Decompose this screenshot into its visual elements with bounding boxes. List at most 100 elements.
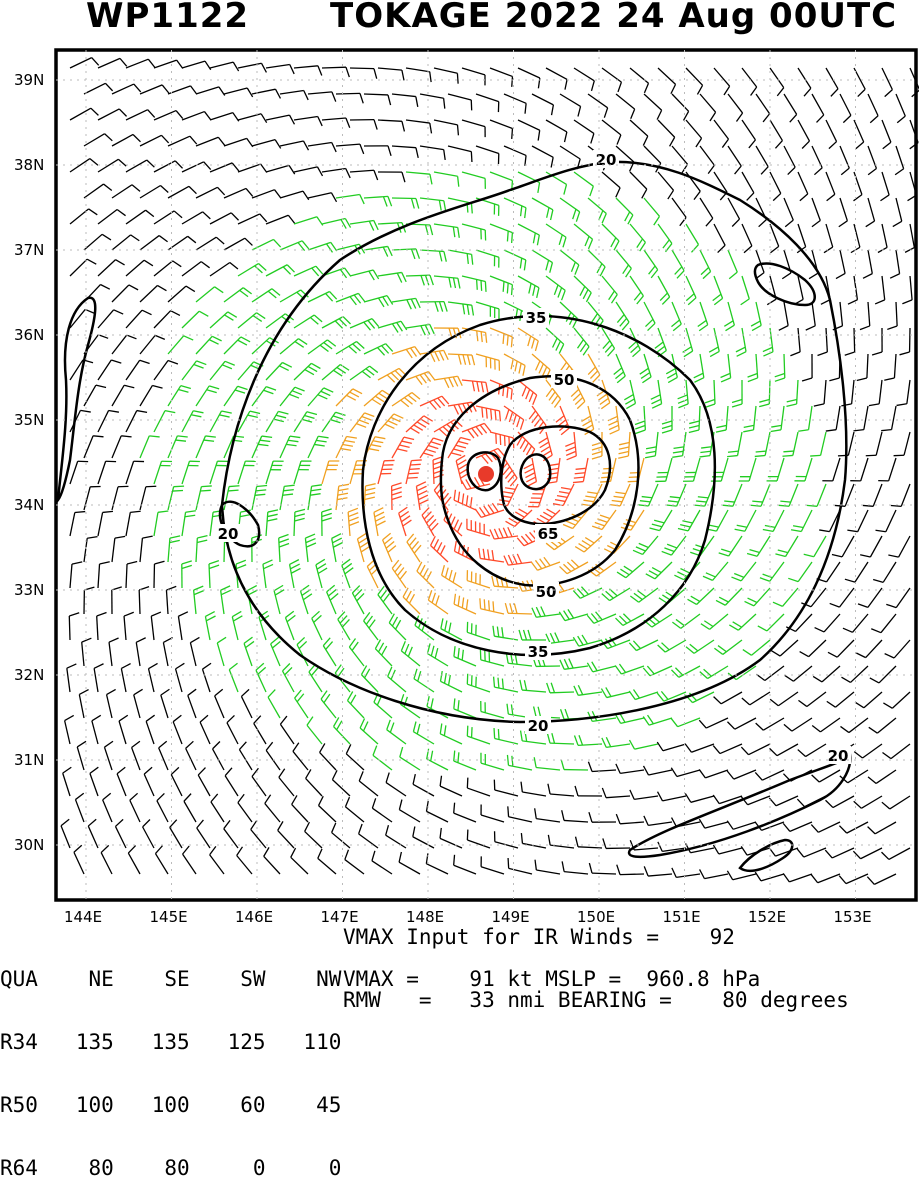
wind-barb [98,210,126,224]
wind-barb [760,562,784,581]
wind-barb [658,276,670,304]
wind-barb [742,172,754,200]
wind-barb [126,511,141,536]
wind-barb [126,360,150,380]
wind-barb [252,768,266,796]
wind-barb [406,460,422,484]
wind-barb [560,659,588,670]
wind-barb [588,94,608,118]
wind-barb [686,224,698,252]
wind-barb [293,743,308,770]
wind-barb [811,822,840,832]
lon-tick-label: 145E [150,908,188,926]
wind-barb [448,250,473,265]
wind-barb [699,769,728,777]
wind-barb [294,66,322,76]
wind-barb [417,562,434,588]
wind-barb [700,94,716,121]
wind-barb [126,160,154,172]
wind-barb [322,365,349,380]
wind-barb [699,819,728,828]
wind-barb [98,58,127,68]
wind-barb [307,717,322,744]
wind-barb [534,757,560,770]
table-header-row: QUA NE SE SW NW [0,969,341,990]
wind-barb [741,276,750,305]
wind-barb [891,484,910,506]
wind-barb [98,511,113,536]
wind-barb [628,458,644,482]
wind-barb [574,224,593,249]
wind-barb [521,833,546,848]
wind-barb [126,461,144,484]
wind-barb [548,784,574,796]
wind-barb [775,354,785,381]
wind-barb [602,328,615,356]
wind-barb [655,458,672,481]
wind-barb [855,692,882,708]
wind-barb [683,458,700,481]
wind-barb [638,484,658,506]
wind-barb [610,484,630,506]
wind-barb [519,630,546,640]
wind-barb [546,120,567,142]
wind-barb [490,224,512,243]
wind-barb [756,718,784,730]
wind-barb [560,146,580,169]
wind-barb [574,735,602,745]
wind-barb [810,432,826,456]
wind-barb [98,410,119,432]
wind-barb [806,302,816,330]
wind-barb [238,214,267,224]
wind-barb [700,146,714,174]
wind-barb [735,510,756,531]
wind-barb [251,821,266,848]
wind-barb [532,146,553,168]
wind-barb [386,773,406,796]
wind-barb [420,94,445,109]
wind-barb [308,436,329,458]
wind-barb [168,186,196,198]
wind-barb [359,824,378,848]
wind-barb [853,406,868,431]
wind-barb [196,137,225,146]
wind-barb [350,170,378,180]
wind-barb [280,241,309,251]
wind-barb [278,821,294,848]
wind-barb [434,376,462,388]
wind-barb [783,873,812,881]
wind-barb [884,354,896,380]
wind-barb [266,115,294,124]
wind-barb [364,146,391,156]
wind-barb [98,260,125,276]
wind-barb [406,372,435,385]
wind-barb [154,311,180,328]
wind-barb [427,749,448,770]
wind-barb [350,220,378,230]
wind-barb [170,820,182,848]
wind-barb [154,511,168,536]
wind-barb [194,586,204,614]
wind-barb [532,94,553,115]
wind-barb [553,484,574,505]
wind-barb [98,562,110,588]
wind-barb [547,683,574,693]
wind-barb [387,720,406,744]
wind-barb [462,120,485,137]
wind-barb [662,406,672,433]
wind-barb [238,63,266,72]
wind-barb [592,510,616,530]
wind-barb [775,536,798,557]
contour-label: 20 [828,747,849,765]
wind-barb [359,771,378,796]
wind-barb [535,808,560,822]
wind-barb [183,846,196,874]
wind-barb [205,612,215,640]
wind-barb [364,484,376,510]
wind-barb [868,770,896,783]
wind-barb [847,510,868,532]
wind-barb [112,134,140,146]
wind-barb [140,135,169,146]
wind-barb [713,276,723,305]
wind-barb [686,640,714,653]
